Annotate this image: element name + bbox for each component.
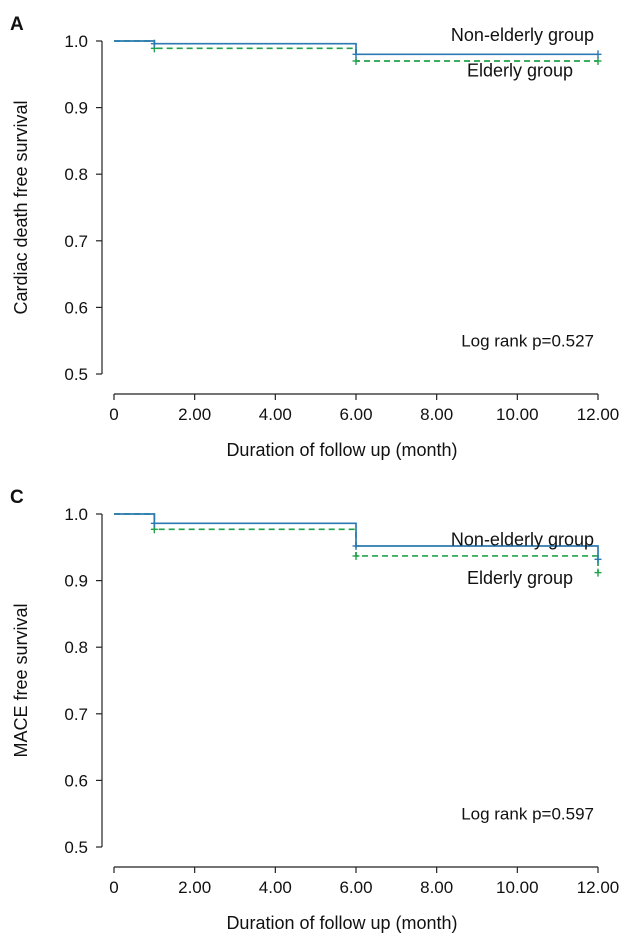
x-tick-label: 2.00: [178, 405, 211, 424]
y-tick-label: 0.5: [64, 365, 88, 384]
y-tick-label: 0.8: [64, 638, 88, 657]
x-tick-label: 10.00: [496, 878, 539, 897]
chart-panel-a: A 0.5 0.6 0.7 0.8 0.9 1.0 0 2.00 4.00 6.00 8.00 10.0…: [10, 14, 619, 460]
series-label: Non-elderly group: [451, 25, 594, 45]
x-tick-label: 12.00: [577, 878, 620, 897]
panel-letter: A: [10, 14, 24, 35]
x-tick-label: 12.00: [577, 405, 620, 424]
y-tick-label: 0.6: [64, 771, 88, 790]
x-tick-label: 0: [109, 878, 118, 897]
y-tick-label: 0.7: [64, 232, 88, 251]
y-tick-label: 0.9: [64, 572, 88, 591]
series-label: Non-elderly group: [451, 529, 594, 549]
y-tick-label: 0.8: [64, 165, 88, 184]
x-tick-label: 6.00: [339, 405, 372, 424]
chart-panel-c: C 0.5 0.6 0.7 0.8 0.9 1.0 0 2.00 4.00 6.00 8.00 10.0…: [10, 487, 619, 933]
log-rank-annotation: Log rank p=0.597: [461, 805, 594, 824]
log-rank-annotation: Log rank p=0.527: [461, 332, 594, 351]
y-tick-label: 0.9: [64, 99, 88, 118]
km-curve-non-elderly-group: [114, 513, 599, 560]
y-tick-label: 0.6: [64, 298, 88, 317]
y-axis-title: Cardiac death free survival: [11, 100, 31, 314]
x-axis-title: Duration of follow up (month): [226, 440, 457, 460]
y-axis-title: MACE free survival: [11, 603, 31, 757]
y-tick-label: 1.0: [64, 32, 88, 51]
x-tick-label: 8.00: [420, 405, 453, 424]
y-tick-label: 1.0: [64, 505, 88, 524]
x-tick-label: 4.00: [259, 878, 292, 897]
km-curve-non-elderly-group: [114, 40, 598, 56]
x-axis-title: Duration of follow up (month): [226, 913, 457, 933]
x-tick-label: 2.00: [178, 878, 211, 897]
x-tick-label: 6.00: [339, 878, 372, 897]
y-tick-label: 0.7: [64, 705, 88, 724]
x-tick-label: 8.00: [420, 878, 453, 897]
panel-letter: C: [10, 487, 24, 508]
x-tick-label: 0: [109, 405, 118, 424]
x-tick-label: 10.00: [496, 405, 539, 424]
series-label: Elderly group: [467, 568, 573, 588]
x-tick-label: 4.00: [259, 405, 292, 424]
y-tick-label: 0.5: [64, 838, 88, 857]
series-label: Elderly group: [467, 60, 573, 80]
